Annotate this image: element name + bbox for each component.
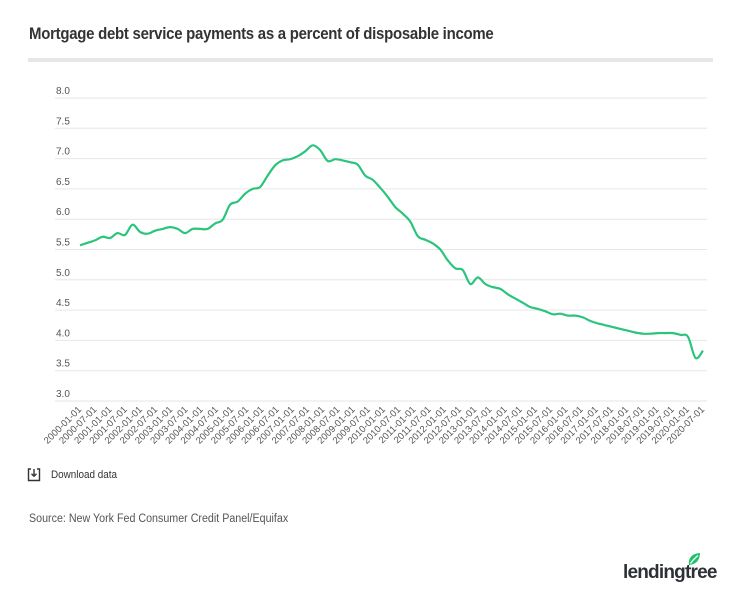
y-tick-label: 8.0 [56, 86, 70, 97]
download-icon [27, 468, 41, 482]
title-divider [28, 58, 713, 62]
y-tick-label: 4.0 [56, 328, 70, 339]
chart-title: Mortgage debt service payments as a perc… [29, 24, 494, 43]
leaf-icon [687, 552, 701, 566]
y-tick-label: 7.5 [56, 116, 70, 127]
data-line[interactable] [79, 144, 704, 360]
y-tick-label: 4.5 [56, 298, 70, 309]
y-tick-label: 6.0 [56, 207, 70, 218]
y-tick-label: 5.5 [56, 238, 70, 249]
source-note: Source: New York Fed Consumer Credit Pan… [29, 513, 289, 525]
download-data-label: Download data [51, 469, 118, 481]
download-data-button[interactable]: Download data [27, 468, 124, 482]
y-tick-label: 3.5 [56, 359, 70, 370]
y-tick-label: 3.0 [56, 389, 70, 400]
y-tick-label: 5.0 [56, 268, 70, 279]
chart-canvas: 8.07.57.06.56.05.55.04.54.03.53.02000-01… [42, 86, 707, 446]
logo-wordmark: lendingtree [623, 562, 717, 583]
y-tick-label: 7.0 [56, 147, 70, 158]
y-tick-label: 6.5 [56, 177, 70, 188]
line-chart: 8.0 7.5 7.0 6.5 6.0 5.5 5.0 4.5 4.0 3.5 3.0 2000-01… [42, 86, 707, 446]
lendingtree-logo[interactable]: lendingtree [623, 552, 723, 586]
